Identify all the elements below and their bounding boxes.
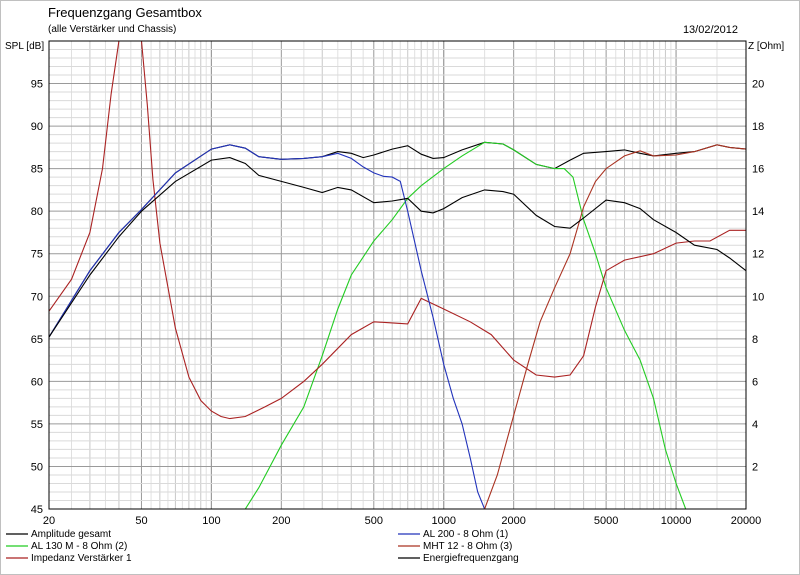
y-tick-label: 75: [31, 249, 43, 261]
y2-tick-label: 16: [752, 164, 764, 176]
chart-title: Frequenzgang Gesamtbox: [48, 5, 202, 20]
legend-label: Energiefrequenzgang: [423, 553, 519, 564]
x-tick-label: 20000: [731, 515, 762, 527]
x-tick-label: 10000: [661, 515, 692, 527]
legend-label: Amplitude gesamt: [31, 529, 111, 540]
legend-label: Impedanz Verstärker 1: [31, 553, 132, 564]
y-tick-label: 65: [31, 334, 43, 346]
series-group: [49, 41, 746, 509]
series-line-mht-12-8-ohm-3: [484, 144, 746, 509]
y2-tick-label: 14: [752, 206, 764, 218]
series-line-energiefrequenzgang: [49, 157, 746, 338]
series-line-al-200-8-ohm-1: [49, 144, 486, 509]
x-tick-label: 20: [43, 515, 55, 527]
y-tick-label: 55: [31, 419, 43, 431]
y2-tick-label: 8: [752, 334, 758, 346]
y-axis-left-label: SPL [dB]: [5, 41, 45, 52]
chart-subtitle: (alle Verstärker und Chassis): [48, 24, 177, 35]
y2-tick-label: 20: [752, 79, 764, 91]
y-tick-label: 80: [31, 206, 43, 218]
y-tick-label: 70: [31, 291, 43, 303]
y2-tick-label: 10: [752, 291, 764, 303]
chart-date: 13/02/2012: [682, 24, 738, 36]
x-tick-label: 500: [365, 515, 383, 527]
legend-label: AL 130 M - 8 Ohm (2): [31, 541, 127, 552]
x-tick-label: 200: [272, 515, 290, 527]
y-axis-right-label: Z [Ohm]: [748, 41, 785, 52]
series-line-impedanz-verst-rker-1: [49, 41, 746, 420]
y2-tick-label: 12: [752, 249, 764, 261]
y-tick-label: 60: [31, 376, 43, 388]
legend-label: AL 200 - 8 Ohm (1): [423, 529, 508, 540]
y-tick-label: 85: [31, 164, 43, 176]
y-tick-label: 50: [31, 461, 43, 473]
y-tick-label: 95: [31, 79, 43, 91]
y-tick-label: 45: [31, 504, 43, 516]
y2-tick-label: 18: [752, 121, 764, 133]
x-tick-label: 100: [202, 515, 220, 527]
plot-area: [49, 41, 746, 509]
series-line-al-130-m-8-ohm-2: [244, 141, 687, 509]
x-tick-label: 1000: [431, 515, 455, 527]
y2-tick-label: 2: [752, 461, 758, 473]
x-tick-label: 2000: [501, 515, 525, 527]
y-tick-label: 90: [31, 121, 43, 133]
legend: [6, 533, 420, 559]
y2-tick-label: 4: [752, 419, 758, 431]
x-tick-label: 5000: [594, 515, 618, 527]
y2-tick-label: 6: [752, 376, 758, 388]
x-tick-label: 50: [135, 515, 147, 527]
legend-label: MHT 12 - 8 Ohm (3): [423, 541, 512, 552]
plot-border: [48, 40, 747, 510]
